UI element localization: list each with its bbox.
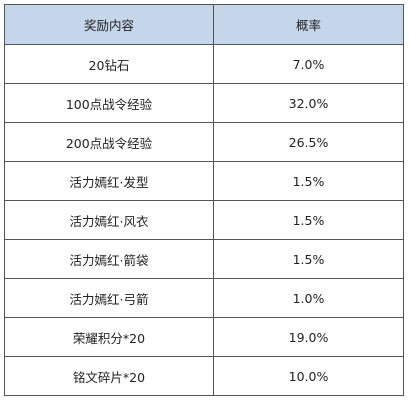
probability-cell: 1.5%: [213, 161, 404, 201]
header-row: 奖励内容 概率: [4, 4, 404, 45]
reward-cell: 20钻石: [4, 44, 214, 84]
table-row: 100点战令经验 32.0%: [4, 83, 404, 123]
probability-cell: 7.0%: [213, 44, 404, 84]
reward-cell: 200点战令经验: [4, 122, 214, 162]
reward-probability-table-container: 奖励内容 概率 20钻石 7.0% 100点战令经验 32.0% 200点战令经…: [4, 4, 404, 396]
reward-cell: 荣耀积分*20: [4, 317, 214, 357]
table-header: 奖励内容 概率: [4, 4, 404, 45]
table-row: 荣耀积分*20 19.0%: [4, 317, 404, 357]
probability-cell: 10.0%: [213, 356, 404, 396]
header-reward-content: 奖励内容: [4, 4, 214, 45]
table-row: 活力嫣红·风衣 1.5%: [4, 200, 404, 240]
reward-cell: 铭文碎片*20: [4, 356, 214, 396]
probability-cell: 1.5%: [213, 200, 404, 240]
reward-cell: 活力嫣红·箭袋: [4, 239, 214, 279]
probability-cell: 1.0%: [213, 278, 404, 318]
reward-cell: 100点战令经验: [4, 83, 214, 123]
reward-cell: 活力嫣红·弓箭: [4, 278, 214, 318]
reward-cell: 活力嫣红·风衣: [4, 200, 214, 240]
table-row: 活力嫣红·弓箭 1.0%: [4, 278, 404, 318]
probability-cell: 1.5%: [213, 239, 404, 279]
table-row: 活力嫣红·箭袋 1.5%: [4, 239, 404, 279]
reward-cell: 活力嫣红·发型: [4, 161, 214, 201]
table-row: 200点战令经验 26.5%: [4, 122, 404, 162]
table-body: 20钻石 7.0% 100点战令经验 32.0% 200点战令经验 26.5% …: [4, 44, 404, 396]
table-row: 20钻石 7.0%: [4, 44, 404, 84]
probability-cell: 26.5%: [213, 122, 404, 162]
header-probability: 概率: [213, 4, 404, 45]
probability-cell: 32.0%: [213, 83, 404, 123]
table-row: 活力嫣红·发型 1.5%: [4, 161, 404, 201]
reward-probability-table: 奖励内容 概率 20钻石 7.0% 100点战令经验 32.0% 200点战令经…: [4, 4, 404, 396]
probability-cell: 19.0%: [213, 317, 404, 357]
table-row: 铭文碎片*20 10.0%: [4, 356, 404, 396]
